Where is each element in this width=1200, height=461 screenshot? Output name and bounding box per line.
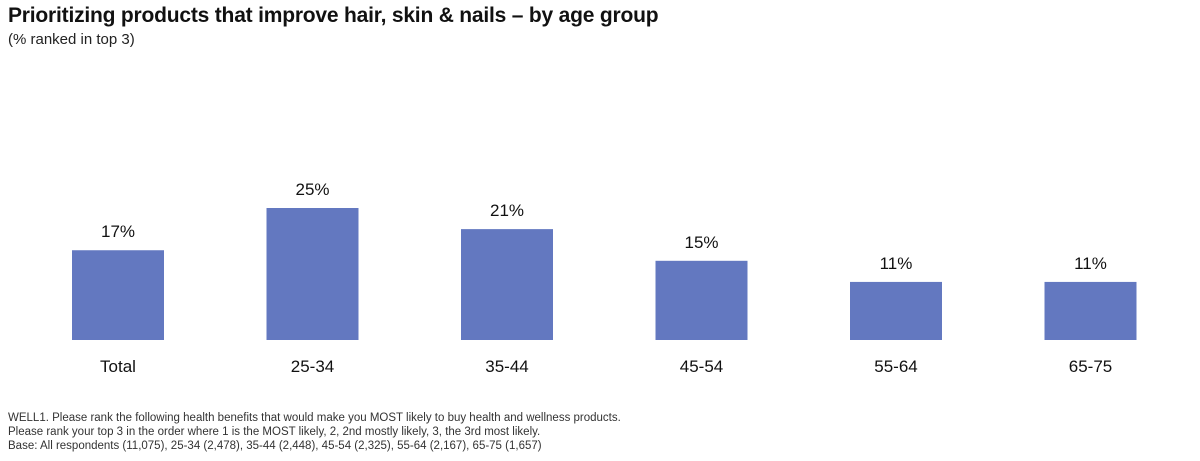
footnotes: WELL1. Please rank the following health … [8,411,621,453]
bar-65-75 [1044,281,1137,340]
footnote-base: Base: All respondents (11,075), 25-34 (2… [8,440,542,452]
chart-title: Prioritizing products that improve hair,… [8,4,659,27]
category-label: 55-64 [874,357,917,376]
bar-45-54 [655,260,748,340]
data-label: 25% [295,180,329,199]
bar-25-34 [266,208,359,340]
bar-total [72,250,164,340]
bar-35-44 [461,229,553,340]
chart-subtitle: (% ranked in top 3) [8,31,135,48]
data-label: 11% [1074,254,1107,273]
footnote-instructions: Please rank your top 3 in the order wher… [8,426,541,438]
footnote-question: WELL1. Please rank the following health … [8,412,621,424]
data-label: 15% [684,233,718,252]
data-label: 11% [880,254,913,273]
category-label: 35-44 [485,357,528,376]
data-label: 17% [101,222,135,241]
category-label: 45-54 [680,357,723,376]
data-label: 21% [490,201,524,220]
bar-55-64 [850,281,942,340]
category-label: 65-75 [1069,357,1112,376]
category-label: Total [100,357,136,376]
bar-chart: 17% Total 25% 25-34 21% 35-44 15% 45-54 11% 55-64… [72,180,1137,376]
category-label: 25-34 [291,357,334,376]
